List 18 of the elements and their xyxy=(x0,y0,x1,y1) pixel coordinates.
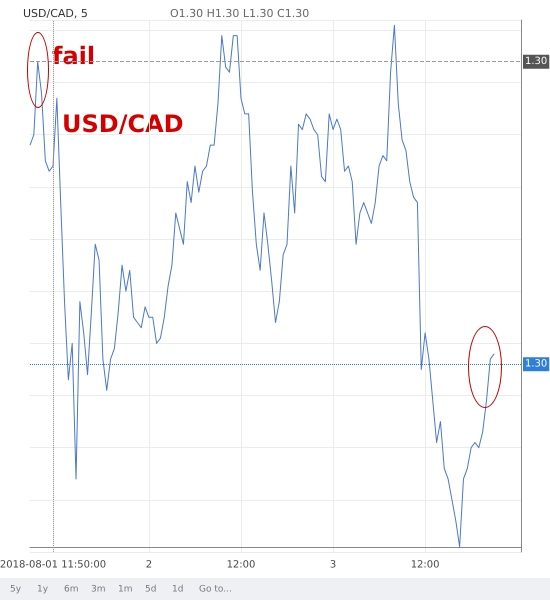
text: Go to... xyxy=(199,584,232,594)
text: 6m xyxy=(64,584,78,594)
annotation: 1.30 xyxy=(525,56,548,68)
x-tick-label: 12:00 xyxy=(226,560,256,570)
annotation: USD/CAD xyxy=(62,110,184,138)
text: 5y xyxy=(10,584,22,594)
x-tick-label: 2 xyxy=(146,560,152,570)
text: 5d xyxy=(145,584,156,594)
x-tick-label: 12:00 xyxy=(410,560,440,570)
annotation: 1.30 xyxy=(525,358,548,370)
x-tick-label: 2018-08-01 11:50:00 xyxy=(0,560,106,570)
x-tick-label: 3 xyxy=(330,560,336,570)
text: 1m xyxy=(118,584,132,594)
chart-subtitle: O1.30 H1.30 L1.30 C1.30 xyxy=(170,7,310,20)
text: 3m xyxy=(91,584,106,594)
text: 1y xyxy=(37,584,49,594)
chart-title: USD/CAD, 5 xyxy=(23,7,88,20)
text: 1d xyxy=(172,584,184,594)
